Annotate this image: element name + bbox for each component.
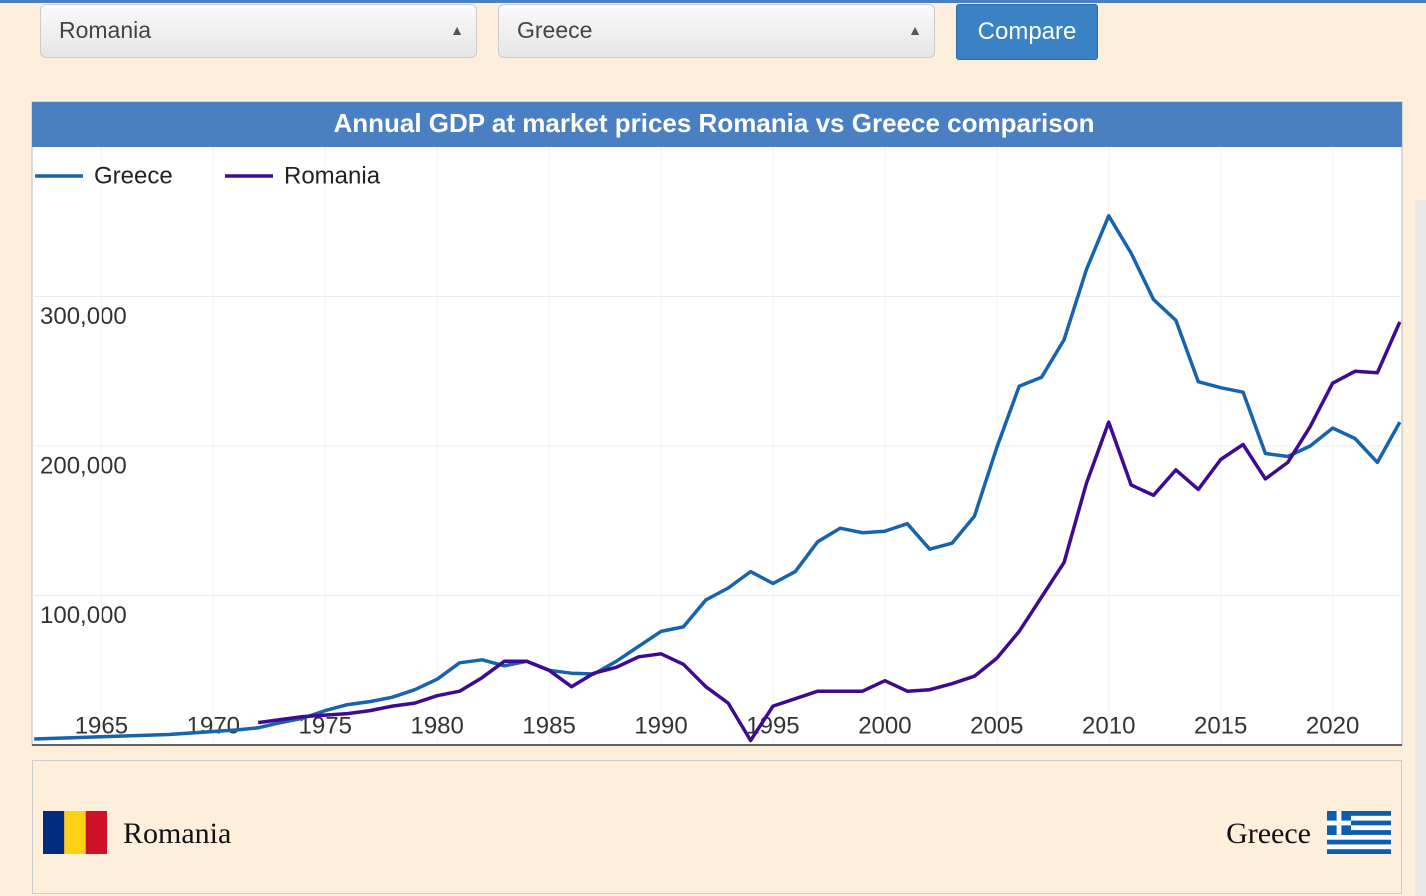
x-tick-label: 2020: [1306, 712, 1359, 739]
romania-flag: [43, 811, 107, 854]
x-tick-label: 2010: [1082, 712, 1135, 739]
chart: Annual GDP at market prices Romania vs G…: [31, 101, 1403, 746]
compare-button[interactable]: Compare: [956, 4, 1098, 60]
country-select-2[interactable]: Greece ▲︎: [498, 4, 935, 58]
plot-lines: [34, 214, 1402, 743]
x-tick-label: 1990: [634, 712, 687, 739]
y-tick-label: 300,000: [40, 303, 127, 330]
select-arrow: ▲︎: [908, 22, 922, 38]
series-line: [34, 214, 1402, 741]
country-select-1[interactable]: Romania ▲︎: [40, 4, 477, 58]
top-border: [0, 0, 1426, 3]
x-tick-label: 1980: [410, 712, 463, 739]
select-arrow: ▲︎: [450, 22, 464, 38]
title-bar: [32, 102, 1402, 147]
greece-flag: [1327, 811, 1391, 854]
legend-label: Romania: [284, 162, 381, 189]
x-tick-label: 2005: [970, 712, 1023, 739]
x-tick-label: 1970: [187, 712, 240, 739]
y-tick-label: 200,000: [40, 452, 127, 479]
series-line: [257, 321, 1402, 743]
footer-panel: Romania Greece: [32, 760, 1402, 894]
x-tick-label: 2015: [1194, 712, 1247, 739]
select-value: Romania: [59, 17, 152, 43]
right-country: Greece: [1226, 817, 1311, 850]
legend-label: Greece: [94, 162, 173, 189]
y-tick-label: 100,000: [40, 602, 127, 629]
select-value: Greece: [517, 17, 593, 43]
x-tick-label: 2000: [858, 712, 911, 739]
x-tick-label: 1985: [522, 712, 575, 739]
chart-frame: [31, 101, 1403, 746]
scroll-strip: [1415, 200, 1426, 896]
chart-title: Annual GDP at market prices Romania vs G…: [333, 108, 1094, 138]
left-country: Romania: [123, 817, 232, 850]
